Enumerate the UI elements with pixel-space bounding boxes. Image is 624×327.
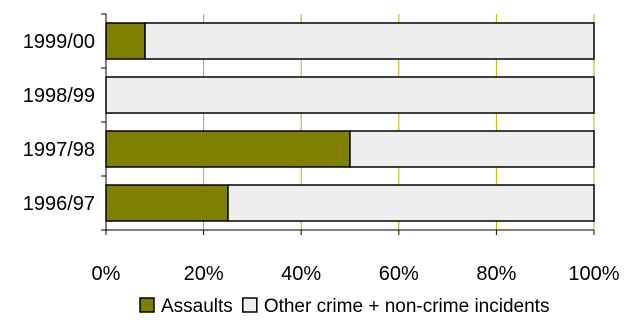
- legend-label: Assaults: [161, 296, 233, 317]
- bar-segment: [227, 184, 595, 222]
- category-label: 1997/98: [23, 139, 95, 161]
- x-tick-label: 80%: [476, 263, 516, 285]
- legend-swatch: [139, 297, 155, 313]
- axes: [101, 13, 595, 235]
- bars: [105, 22, 595, 222]
- x-tick-label: 0%: [92, 263, 121, 285]
- tick-labels: 0% 20% 40% 60% 80% 100%: [92, 263, 620, 285]
- legend-label: Other crime + non-crime incidents: [264, 296, 550, 317]
- legend-swatch: [242, 297, 258, 313]
- x-tick-label: 40%: [281, 263, 321, 285]
- bar-segment: [144, 22, 595, 60]
- bar-segment: [105, 184, 229, 222]
- legend: Assaults Other crime + non-crime incident…: [139, 296, 550, 317]
- category-label: 1998/99: [23, 85, 95, 107]
- bar-segment: [105, 130, 351, 168]
- x-tick-label: 100%: [568, 263, 619, 285]
- bar-segment: [105, 76, 595, 114]
- x-tick-label: 60%: [379, 263, 419, 285]
- bar-segment: [349, 130, 595, 168]
- bar-segment: [105, 22, 146, 60]
- category-label: 1996/97: [23, 193, 95, 215]
- category-label: 1999/00: [23, 31, 95, 53]
- x-tick-label: 20%: [184, 263, 224, 285]
- category-labels: 1999/00 1998/99 1997/98 1996/97: [23, 31, 95, 215]
